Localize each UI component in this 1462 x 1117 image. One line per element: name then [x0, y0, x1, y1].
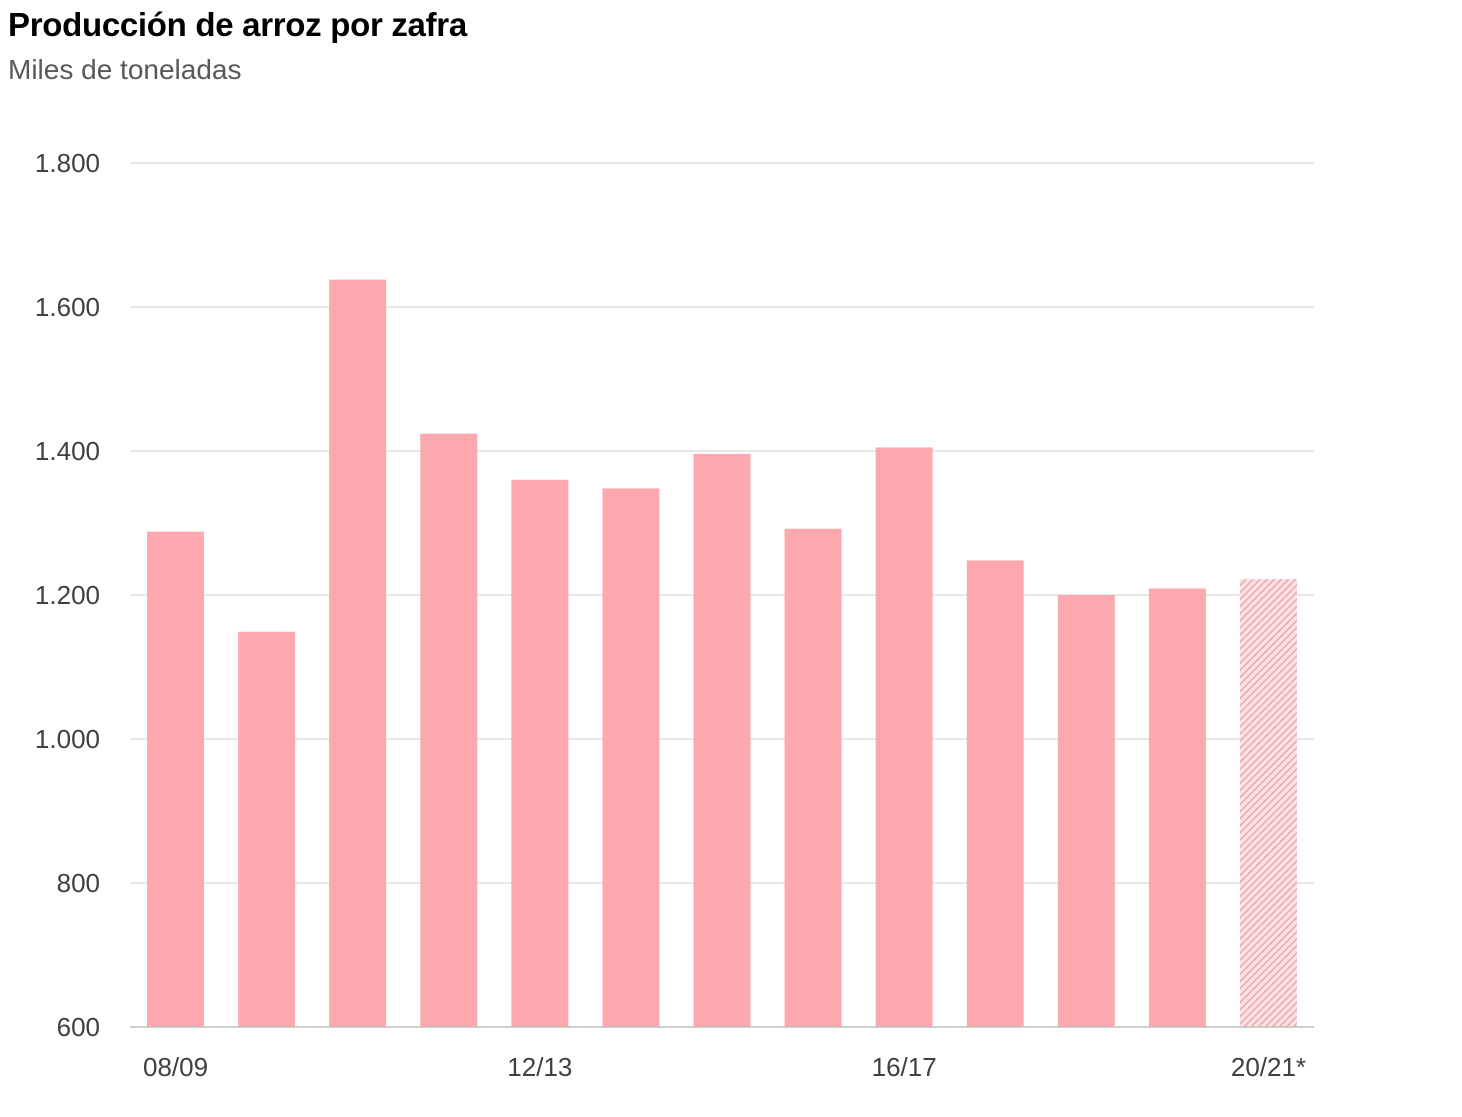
bar [966, 560, 1024, 1027]
bar [693, 453, 751, 1027]
chart-title: Producción de arroz por zafra [8, 6, 467, 43]
y-tick-label: 1.600 [35, 292, 100, 322]
y-tick-label: 1.800 [35, 148, 100, 178]
bar [147, 531, 205, 1027]
x-tick-label: 08/09 [143, 1052, 208, 1082]
y-tick-label: 1.200 [35, 580, 100, 610]
bar [329, 279, 387, 1027]
chart-subtitle: Miles de toneladas [8, 54, 242, 85]
y-tick-label: 1.000 [35, 724, 100, 754]
x-tick-label: 12/13 [507, 1052, 572, 1082]
bar [238, 631, 296, 1027]
bar [875, 447, 933, 1027]
y-tick-label: 600 [57, 1012, 100, 1042]
y-tick-label: 1.400 [35, 436, 100, 466]
bar [1057, 595, 1115, 1027]
y-tick-label: 800 [57, 868, 100, 898]
x-tick-label: 20/21* [1231, 1052, 1306, 1082]
bar [420, 433, 478, 1028]
bar [1148, 588, 1206, 1027]
bar [784, 528, 842, 1027]
bar [602, 488, 660, 1027]
x-tick-label: 16/17 [872, 1052, 937, 1082]
bar-estimated [1239, 579, 1297, 1027]
bar [511, 479, 569, 1027]
